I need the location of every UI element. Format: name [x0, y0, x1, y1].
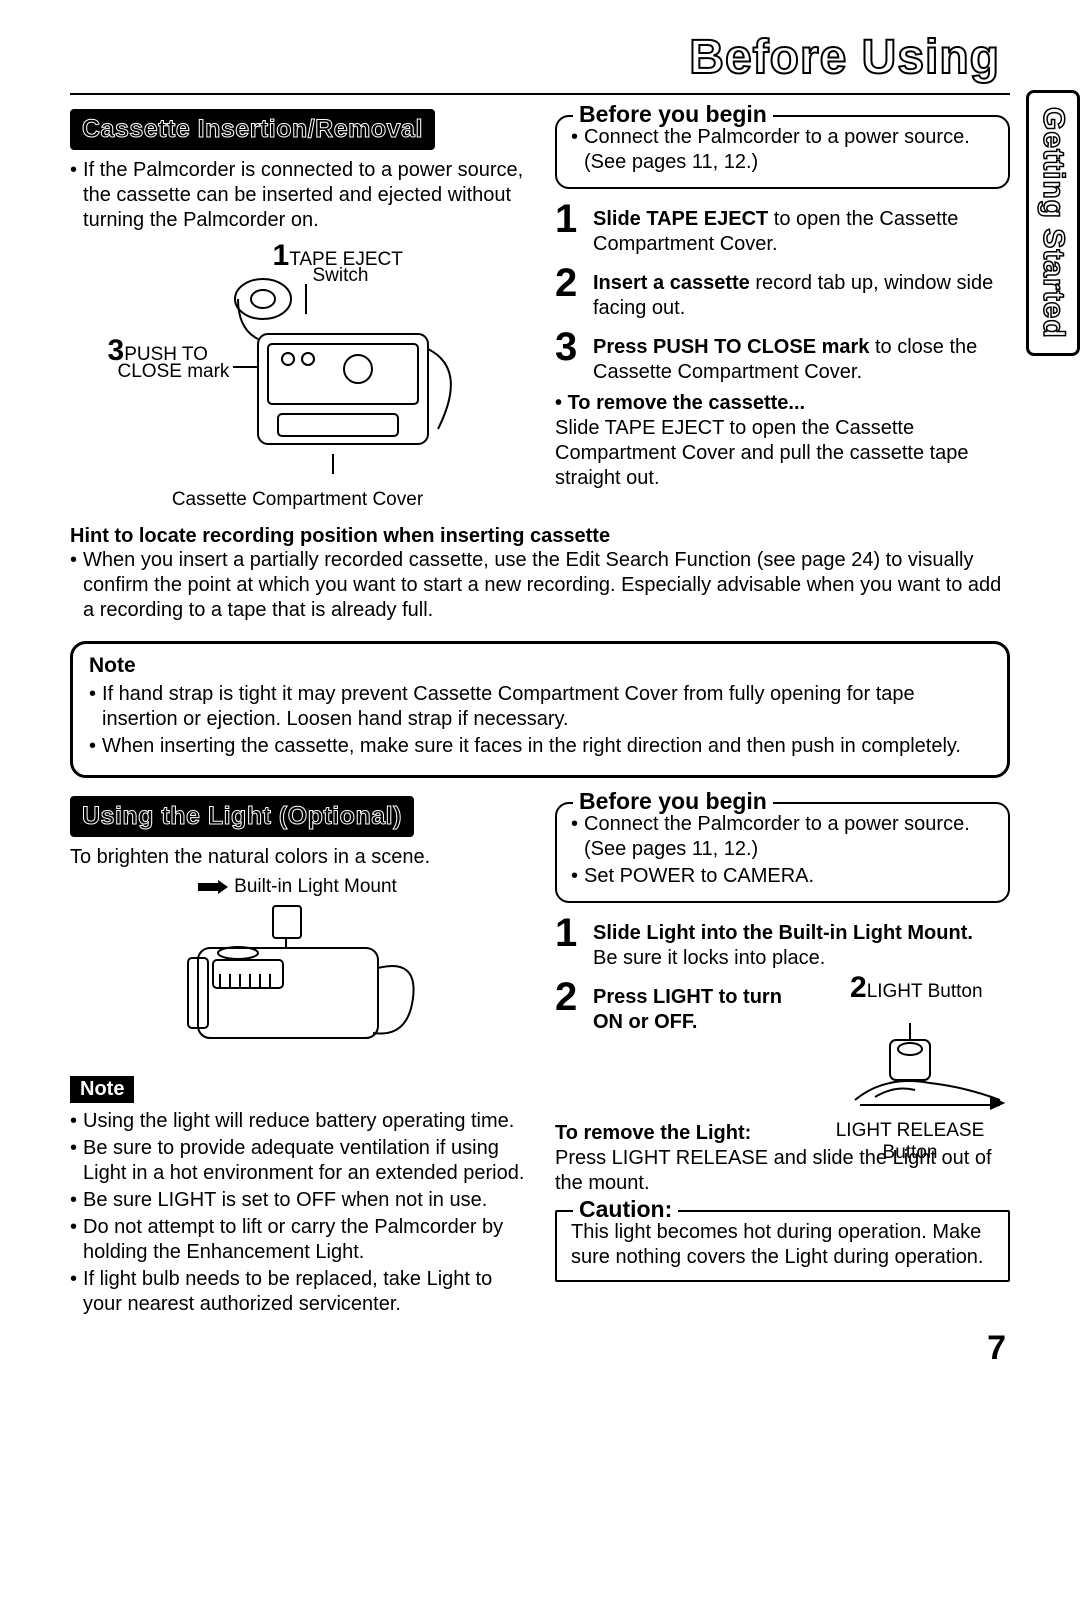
before-begin-box-1: Before you begin Connect the Palmcorder …	[555, 115, 1010, 189]
step-3: 3 Press PUSH TO CLOSE mark to close the …	[555, 327, 1010, 385]
caution-box: Caution: This light becomes hot during o…	[555, 1210, 1010, 1282]
side-tab-label: Getting Started	[1036, 107, 1070, 339]
light-mount-diagram: Built-in Light Mount	[70, 876, 525, 1068]
diagram-caption: Cassette Compartment Cover	[70, 489, 525, 511]
step-2: 2 Insert a cassette record tab up, windo…	[555, 263, 1010, 321]
note-box-1: Note If hand strap is tight it may preve…	[70, 641, 1010, 778]
step2-2: 2 Press LIGHT to turn ON or OFF.	[555, 977, 805, 1035]
cassette-diagram: 1TAPE EJECT Switch 3PUSH TO CLOSE mark	[70, 239, 525, 511]
section1-heading: Cassette Insertion/Removal	[70, 109, 435, 150]
hint-heading: Hint to locate recording position when i…	[70, 525, 1010, 548]
divider	[70, 93, 1010, 95]
page-title: Before Using	[70, 30, 1000, 85]
side-tab: Getting Started	[1026, 90, 1080, 356]
step-1: 1 Slide TAPE EJECT to open the Cassette …	[555, 199, 1010, 257]
step2-1: 1 Slide Light into the Built-in Light Mo…	[555, 913, 1010, 971]
section1-intro: If the Palmcorder is connected to a powe…	[70, 158, 525, 233]
hand-light-icon	[815, 1005, 1005, 1115]
camcorder-light-icon	[158, 898, 438, 1068]
hint-body: When you insert a partially recorded cas…	[70, 548, 1010, 623]
section2-intro: To brighten the natural colors in a scen…	[70, 845, 525, 870]
page-number: 7	[70, 1329, 1006, 1368]
before-begin-box-2: Before you begin Connect the Palmcorder …	[555, 802, 1010, 903]
light-button-diagram: 2LIGHT Button LIGHT RELEAS	[810, 971, 1010, 1164]
note-badge: Note	[70, 1076, 134, 1103]
section2-heading: Using the Light (Optional)	[70, 796, 414, 837]
arrow-icon	[198, 880, 228, 894]
